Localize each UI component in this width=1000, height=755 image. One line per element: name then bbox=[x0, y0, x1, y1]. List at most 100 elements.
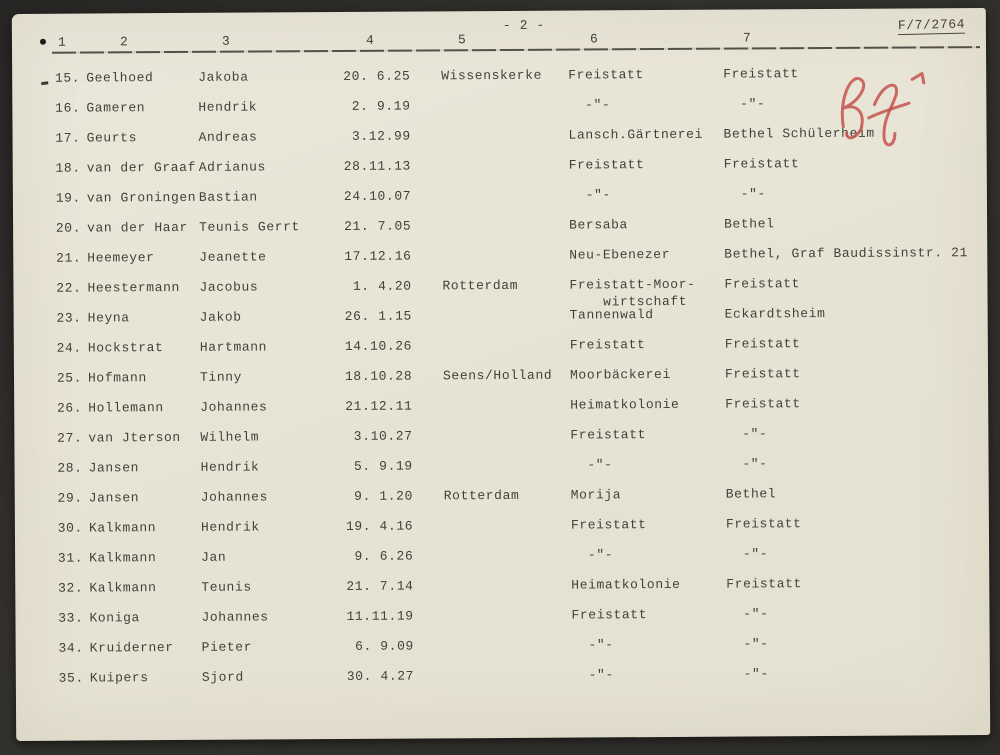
cell-institution: -"- bbox=[568, 187, 611, 203]
cell-date: 5. 9.19 bbox=[345, 458, 413, 474]
cell-place: Wissenskerke bbox=[441, 67, 543, 84]
cell-firstname: Wilhelm bbox=[200, 429, 260, 445]
cell-residence: Freistatt bbox=[723, 156, 800, 172]
cell-firstname: Jeanette bbox=[199, 249, 267, 265]
cell-residence: Freistatt bbox=[725, 516, 802, 532]
cell-num: 28. bbox=[57, 460, 83, 476]
cell-date: 9. 1.20 bbox=[345, 488, 414, 504]
cell-residence: -"- bbox=[725, 426, 768, 442]
cell-num: 27. bbox=[57, 430, 83, 446]
cell-firstname: Pieter bbox=[201, 639, 253, 655]
cell-firstname: Adrianus bbox=[198, 159, 266, 175]
cell-residence: -"- bbox=[725, 456, 768, 472]
cell-date: 21. 7.14 bbox=[346, 578, 414, 594]
cell-firstname: Johannes bbox=[200, 489, 269, 505]
red-handwritten-signature bbox=[840, 72, 926, 147]
cell-residence: -"- bbox=[726, 636, 769, 652]
cell-num: 16. bbox=[55, 100, 81, 116]
cell-institution: Freistatt bbox=[571, 607, 648, 623]
cell-num: 26. bbox=[56, 400, 83, 416]
cell-num: 35. bbox=[58, 670, 84, 686]
cell-date: 19. 4.16 bbox=[345, 518, 414, 534]
cell-date: 6. 9.09 bbox=[346, 638, 414, 654]
column-header-6: 6 bbox=[589, 31, 599, 47]
cell-institution: Lansch.Gärtnerei bbox=[568, 126, 704, 143]
column-header-5: 5 bbox=[457, 32, 467, 48]
cell-firstname: Hendrik bbox=[200, 459, 260, 475]
cell-surname: Geurts bbox=[86, 130, 138, 146]
cell-residence: Freistatt bbox=[724, 276, 801, 292]
cell-num: 15. bbox=[54, 70, 81, 86]
cell-firstname: Jakoba bbox=[198, 69, 249, 85]
cell-num: 23. bbox=[56, 310, 82, 326]
cell-institution: Freistatt bbox=[570, 517, 647, 533]
cell-residence: Bethel bbox=[725, 486, 777, 502]
cell-firstname: Hartmann bbox=[199, 339, 268, 355]
cell-place: Seens/Holland bbox=[442, 367, 553, 384]
cell-date: 11.11.19 bbox=[346, 608, 414, 624]
cell-surname: Koniga bbox=[89, 610, 140, 626]
cell-residence: Freistatt bbox=[725, 396, 801, 412]
cell-date: 30. 4.27 bbox=[346, 668, 415, 684]
cell-num: 21. bbox=[56, 250, 82, 266]
cell-residence: -"- bbox=[723, 96, 766, 112]
cell-institution: -"- bbox=[571, 667, 614, 683]
cell-firstname: Jakob bbox=[199, 309, 242, 325]
cell-institution: Bersaba bbox=[569, 217, 628, 233]
cell-num: 31. bbox=[57, 550, 84, 566]
cell-num: 18. bbox=[55, 160, 81, 176]
column-header-3: 3 bbox=[221, 33, 231, 49]
cell-num: 20. bbox=[55, 220, 82, 236]
cell-num: 34. bbox=[58, 640, 84, 656]
column-header-7: 7 bbox=[742, 30, 752, 46]
cell-firstname: Tinny bbox=[199, 369, 243, 385]
cell-surname: Jansen bbox=[88, 490, 140, 506]
cell-date: 21. 7.05 bbox=[344, 218, 412, 234]
column-header-4: 4 bbox=[365, 32, 375, 48]
cell-surname: Jansen bbox=[88, 460, 140, 476]
cell-institution: Heimatkolonie bbox=[570, 396, 680, 413]
page-number: - 2 - bbox=[502, 17, 545, 33]
cell-surname: Gameren bbox=[86, 100, 146, 116]
cell-surname: Heemeyer bbox=[87, 250, 155, 266]
cell-date: 28.11.13 bbox=[343, 158, 411, 174]
column-header-1: 1 bbox=[57, 34, 67, 50]
cell-place: Rotterdam bbox=[443, 487, 520, 504]
cell-institution: Freistatt bbox=[568, 67, 644, 83]
cell-institution: Moorbäckerei bbox=[569, 366, 671, 383]
cell-firstname: Jacobus bbox=[199, 279, 259, 295]
cell-institution: Neu-Ebenezer bbox=[569, 246, 671, 263]
cell-firstname: Johannes bbox=[200, 399, 268, 415]
cell-num: 22. bbox=[56, 280, 82, 296]
cell-institution: -"- bbox=[568, 97, 611, 113]
cell-surname: Heestermann bbox=[87, 279, 180, 296]
cell-institution: Freistatt bbox=[570, 427, 647, 443]
cell-institution: -"- bbox=[570, 457, 613, 473]
cell-institution: Morija bbox=[570, 487, 622, 503]
cell-num: 33. bbox=[58, 610, 84, 626]
cell-institution: Freistatt bbox=[569, 337, 646, 353]
cell-residence: Freistatt bbox=[724, 336, 801, 352]
cell-firstname: Teunis Gerrt bbox=[199, 219, 300, 235]
cell-num: 25. bbox=[56, 370, 83, 386]
cell-date: 20. 6.25 bbox=[343, 68, 411, 84]
cell-surname: Kalkmann bbox=[88, 520, 157, 536]
cell-surname: Hollemann bbox=[88, 400, 164, 416]
cell-residence: Freistatt bbox=[724, 366, 801, 382]
cell-num: 24. bbox=[56, 340, 82, 356]
cell-num: 17. bbox=[55, 130, 81, 146]
cell-institution: -"- bbox=[571, 547, 614, 563]
cell-surname: van der Graaf bbox=[86, 159, 196, 176]
cell-institution: Heimatkolonie bbox=[571, 576, 681, 593]
cell-firstname: Hendrik bbox=[200, 519, 260, 535]
cell-surname: Heyna bbox=[87, 310, 130, 326]
cell-date: 21.12.11 bbox=[345, 398, 413, 414]
cell-surname: Hofmann bbox=[87, 370, 147, 386]
cell-surname: van der Haar bbox=[87, 219, 188, 236]
cell-residence: -"- bbox=[723, 186, 766, 202]
cell-date: 3.10.27 bbox=[345, 428, 413, 444]
cell-num: 29. bbox=[57, 490, 83, 506]
cell-institution: Tannenwald bbox=[569, 307, 654, 323]
cell-date: 26. 1.15 bbox=[344, 308, 412, 324]
cell-institution: -"- bbox=[571, 637, 614, 653]
